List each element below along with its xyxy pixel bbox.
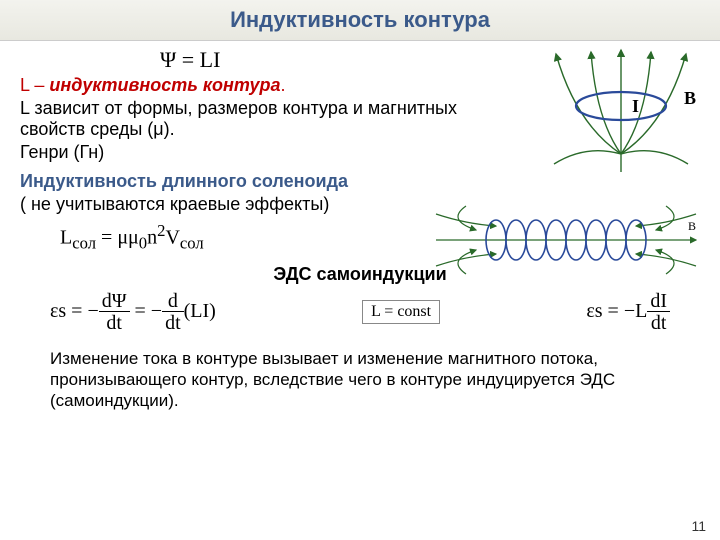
- def-suffix: .: [281, 75, 286, 95]
- page-number: 11: [691, 518, 706, 534]
- emf-left-den1: dt: [99, 312, 130, 334]
- solenoid-diagram: B: [426, 200, 706, 280]
- emf-right-a: εs = −L: [586, 300, 647, 322]
- emf-left-den2: dt: [162, 312, 184, 334]
- emf-right-num: dI: [647, 291, 670, 312]
- emf-left-a: εs = −: [50, 300, 99, 322]
- paragraph: Изменение тока в контуре вызывает и изме…: [50, 348, 670, 412]
- sol-label-B: B: [688, 219, 696, 233]
- emf-right-den: dt: [647, 312, 670, 334]
- def-prefix: L –: [20, 75, 49, 95]
- loop-diagram: I B: [536, 44, 706, 174]
- emf-right: εs = −LdIdt: [586, 291, 670, 334]
- emf-mid: L = const: [362, 300, 440, 324]
- loop-label-I: I: [632, 96, 639, 116]
- emf-row: εs = −dΨdt = −ddt(LI) L = const εs = −Ld…: [20, 291, 700, 334]
- emf-left-c: (LI): [184, 300, 216, 322]
- emf-left: εs = −dΨdt = −ddt(LI): [50, 291, 216, 334]
- page-title: Индуктивность контура: [230, 7, 490, 32]
- title-bar: Индуктивность контура: [0, 0, 720, 41]
- emf-left-num1: dΨ: [99, 291, 130, 312]
- emf-left-b: = −: [130, 300, 163, 322]
- emf-left-num2: d: [162, 291, 184, 312]
- def-term: индуктивность контура: [49, 75, 280, 95]
- depends-line: L зависит от формы, размеров контура и м…: [20, 98, 500, 140]
- solenoid-title: Индуктивность длинного соленоида: [20, 171, 700, 192]
- loop-label-B: B: [684, 88, 696, 108]
